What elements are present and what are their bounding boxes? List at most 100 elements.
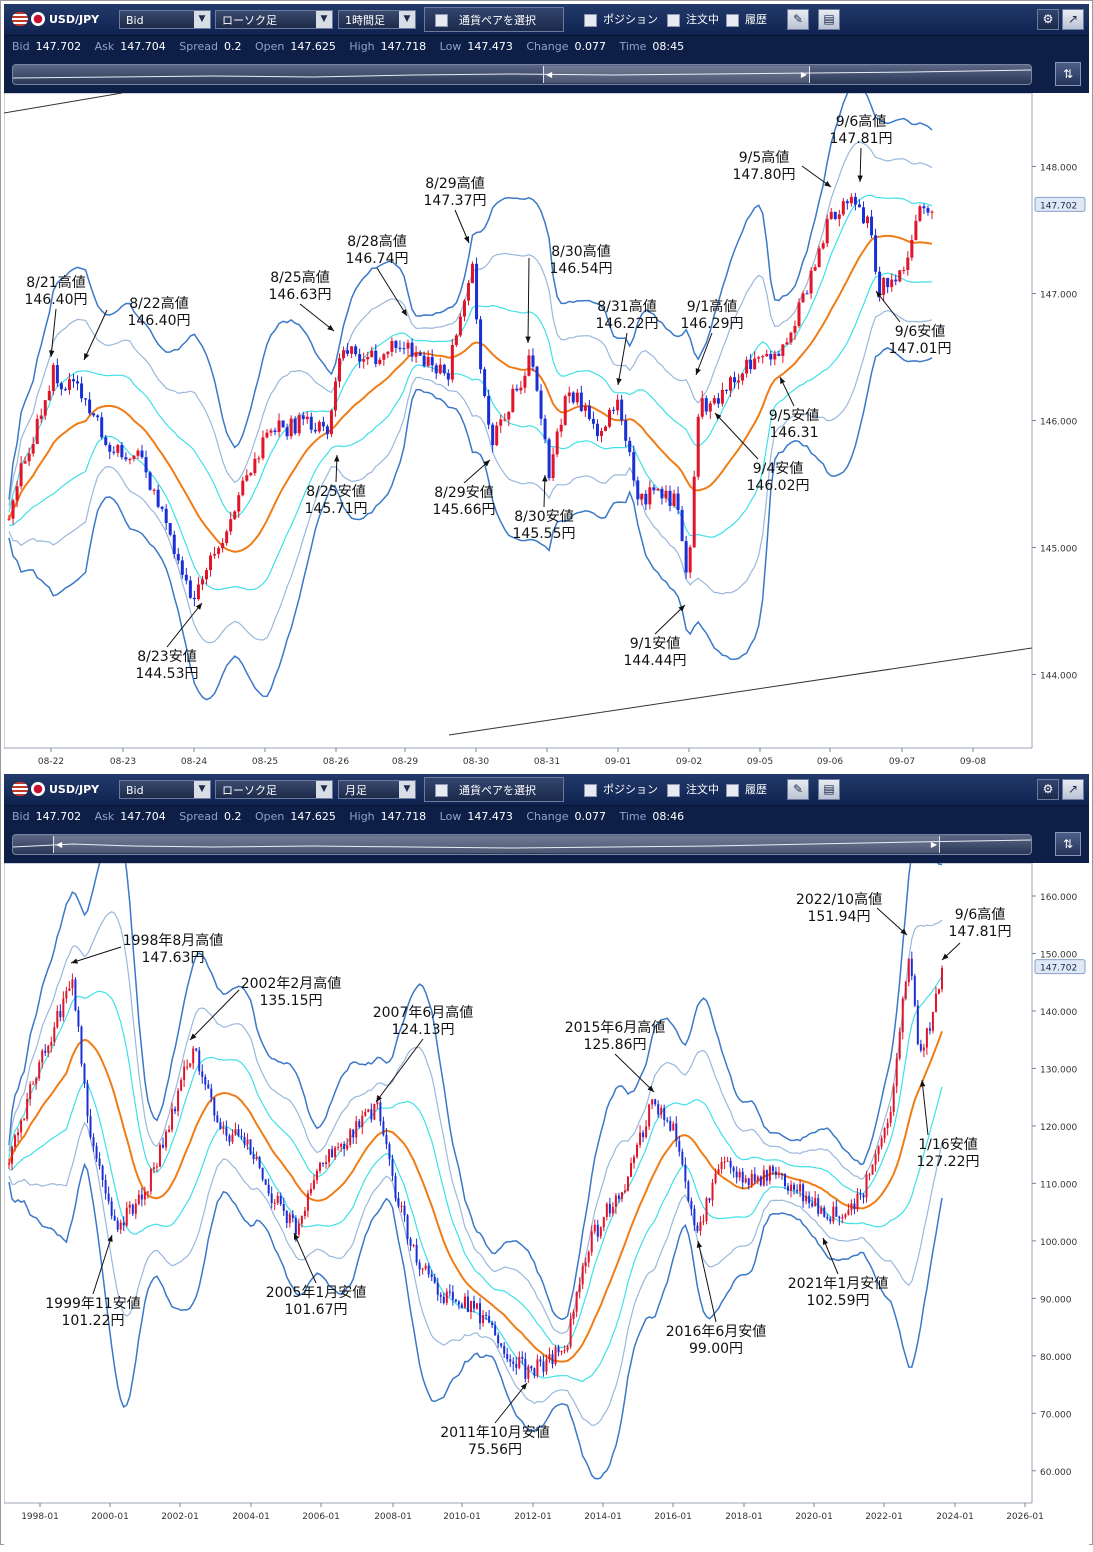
candle-body: [620, 399, 624, 421]
annotation-value: 146.31: [770, 425, 819, 441]
annotation-label: 2007年6月高値: [373, 1004, 474, 1021]
overview-scrollbar[interactable]: ◀ ▶: [12, 834, 1032, 855]
candle: [196, 576, 200, 601]
candle: [346, 343, 350, 357]
candle-body: [164, 508, 168, 524]
gear-icon[interactable]: ⚙: [1037, 779, 1059, 800]
candle: [192, 1045, 195, 1070]
candle: [469, 1300, 472, 1319]
candle-body: [53, 1027, 56, 1042]
candle: [591, 411, 595, 429]
candle-body: [265, 432, 269, 438]
candle: [590, 1225, 593, 1256]
select-pair-button[interactable]: 通貨ペアを選択: [424, 7, 564, 32]
window-icon[interactable]: ▤: [818, 9, 840, 30]
candle: [675, 1116, 678, 1148]
candle: [382, 352, 386, 366]
position-checkbox[interactable]: [584, 13, 597, 27]
overview-scrollbar[interactable]: ◀ ▶: [12, 64, 1032, 85]
price-type-value: Bid: [126, 14, 144, 27]
candle: [448, 1284, 451, 1297]
candle: [233, 510, 237, 520]
orders-toggle[interactable]: 注文中: [667, 780, 719, 799]
monthly-chart[interactable]: 60.000 70.000 80.000 90.000 100.000 110.000 12…: [3, 821, 1089, 1548]
candle-body: [902, 270, 906, 272]
scroll-reset-icon[interactable]: ⇅: [1055, 832, 1081, 856]
candle-body: [29, 1084, 32, 1099]
candle: [666, 1117, 669, 1123]
candle: [410, 338, 414, 362]
chart-style-select[interactable]: ローソク足 ▼: [215, 10, 333, 29]
position-toggle[interactable]: ポジション: [584, 780, 658, 799]
history-toggle[interactable]: 履歴: [726, 10, 767, 29]
x-tick-label: 09-08: [960, 757, 986, 767]
history-toggle[interactable]: 履歴: [726, 780, 767, 799]
japan-flag-icon: [31, 782, 45, 796]
scroll-thumb[interactable]: ◀ ▶: [543, 66, 810, 83]
candle: [297, 412, 301, 437]
window-icon[interactable]: ▤: [818, 779, 840, 800]
interval-select[interactable]: 月足 ▼: [338, 780, 416, 799]
candle-body: [626, 1176, 629, 1191]
candle: [941, 965, 943, 993]
candle: [533, 1367, 536, 1379]
position-checkbox[interactable]: [584, 783, 597, 797]
candle: [119, 1219, 122, 1234]
scroll-reset-icon[interactable]: ⇅: [1055, 62, 1081, 86]
candle-body: [291, 1214, 294, 1218]
gear-icon[interactable]: ⚙: [1037, 9, 1059, 30]
quote-bar: Bid 147.702 Ask 147.704 Spread 0.2 Open 147.…: [4, 36, 1089, 58]
candle: [902, 266, 906, 275]
orders-checkbox[interactable]: [667, 783, 680, 797]
candle-body: [801, 293, 805, 303]
candle: [216, 1111, 219, 1124]
draw-tool-icon[interactable]: ✎: [787, 779, 809, 800]
candle: [604, 425, 608, 432]
price-type-select[interactable]: Bid ▼: [119, 780, 211, 799]
candle: [331, 1145, 334, 1158]
select-pair-button[interactable]: 通貨ペアを選択: [424, 777, 564, 802]
candle-body: [668, 490, 672, 506]
candle: [279, 1192, 282, 1206]
candle: [547, 437, 551, 481]
candle-body: [696, 416, 700, 477]
interval-select[interactable]: 1時間足 ▼: [338, 10, 416, 29]
candle-body: [524, 1358, 527, 1379]
select-pair-checkbox[interactable]: [435, 784, 448, 797]
candle: [605, 1202, 608, 1221]
candle-body: [835, 1206, 838, 1217]
candle-body: [463, 1296, 466, 1308]
candle-body: [515, 1363, 518, 1368]
orders-checkbox[interactable]: [667, 13, 680, 27]
candle: [499, 414, 503, 434]
price-type-select[interactable]: Bid ▼: [119, 10, 211, 29]
candle: [176, 547, 180, 565]
y-tick-label: 144.000: [1040, 672, 1077, 682]
x-tick-label: 2022-01: [865, 1512, 903, 1522]
history-checkbox[interactable]: [726, 783, 739, 797]
candle-body: [714, 1173, 717, 1183]
candle: [491, 1320, 494, 1329]
select-pair-checkbox[interactable]: [435, 14, 448, 27]
candle-body: [833, 211, 837, 219]
draw-tool-icon[interactable]: ✎: [787, 9, 809, 30]
orders-toggle[interactable]: 注文中: [667, 10, 719, 29]
high-label: High: [349, 810, 375, 823]
candle-body: [922, 206, 926, 209]
chart-style-select[interactable]: ローソク足 ▼: [215, 780, 333, 799]
hourly-chart[interactable]: 144.000 145.000 146.000 147.000 148.000 08-22…: [3, 82, 1089, 773]
position-toggle[interactable]: ポジション: [584, 10, 658, 29]
candle-body: [41, 1050, 44, 1063]
candle-body: [176, 553, 180, 561]
expand-icon[interactable]: ↗: [1062, 779, 1084, 800]
candle: [409, 1236, 412, 1251]
scroll-thumb[interactable]: ◀ ▶: [53, 836, 940, 853]
candle-body: [633, 1156, 636, 1164]
history-checkbox[interactable]: [726, 13, 739, 27]
expand-icon[interactable]: ↗: [1062, 9, 1084, 30]
candle-body: [859, 1193, 862, 1195]
candle-body: [355, 1121, 358, 1138]
x-tick-label: 09-01: [605, 757, 631, 767]
candle-body: [297, 415, 301, 434]
